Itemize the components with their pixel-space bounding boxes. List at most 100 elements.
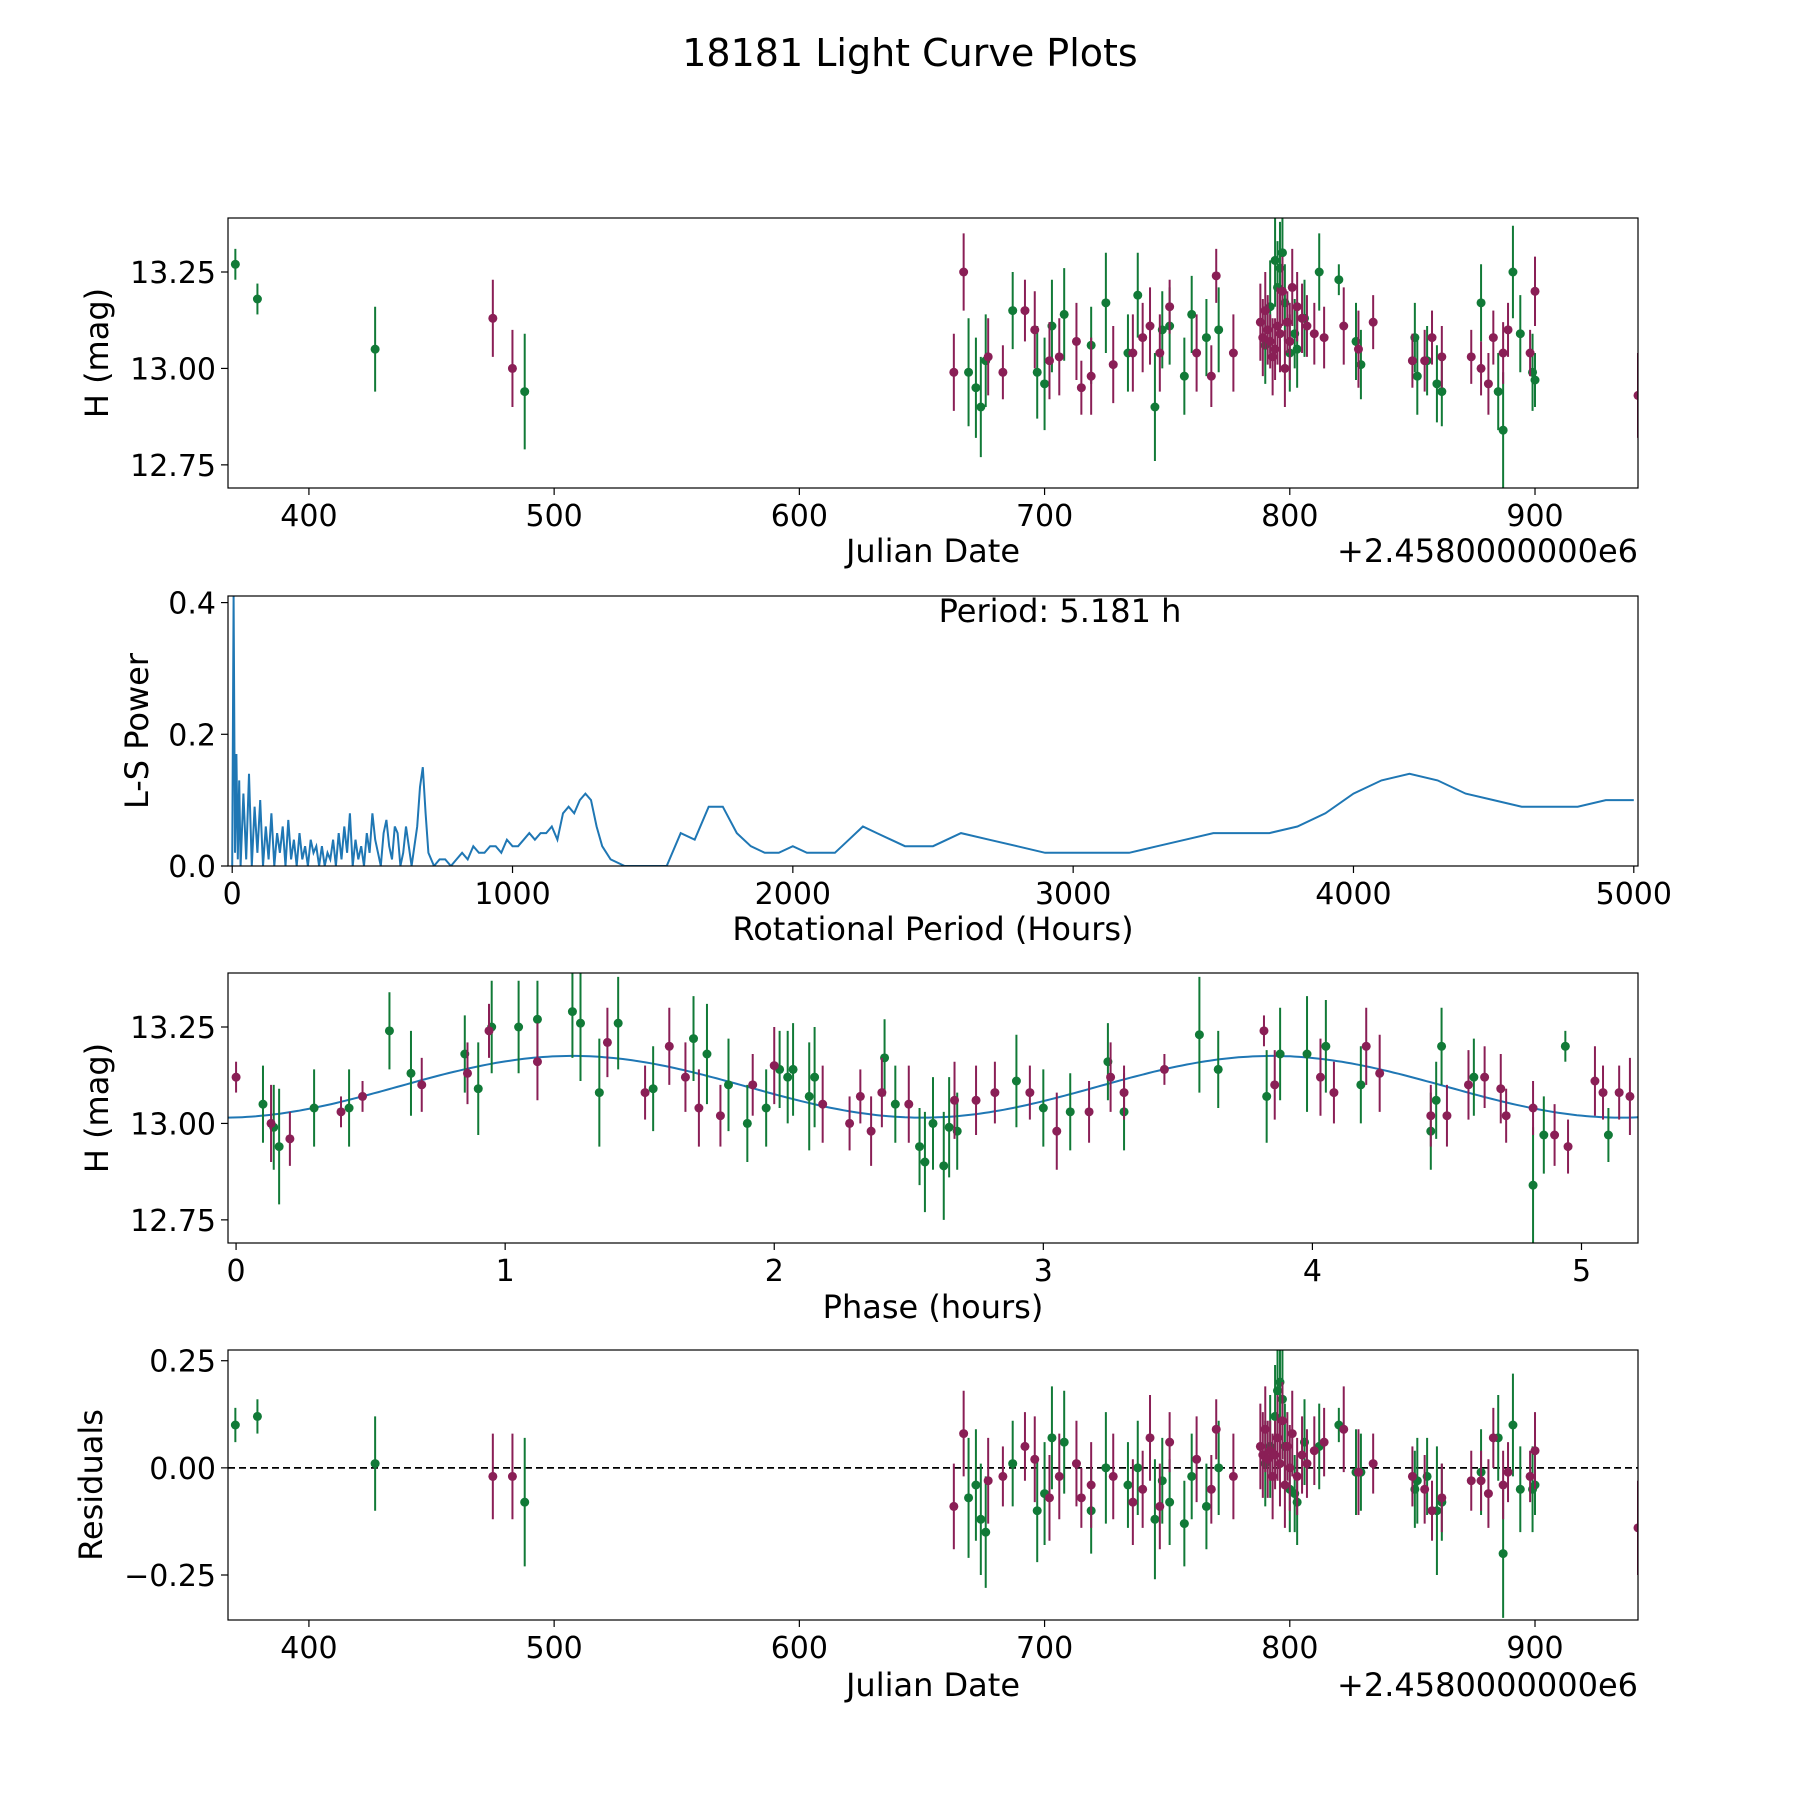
- phase-maroon-point: [680, 1072, 690, 1082]
- residuals-maroon-point: [1020, 1441, 1030, 1451]
- residuals-ticks: 400 500 600 700 800 900 −0.25 0.00 0.25: [124, 1345, 1564, 1666]
- phase-xtick-label: 4: [1303, 1254, 1322, 1289]
- phase-green-point: [613, 1018, 623, 1028]
- phase-ytick-label: 12.75: [130, 1204, 216, 1239]
- phase-green-point: [723, 1080, 733, 1090]
- timeseries-maroon-point: [1145, 321, 1155, 331]
- timeseries-maroon-point: [1437, 352, 1447, 362]
- residuals-maroon-point: [1287, 1429, 1297, 1439]
- residuals-green-point: [252, 1411, 262, 1421]
- residuals-ytick-label: −0.25: [124, 1559, 216, 1594]
- phase-xlabel: Phase (hours): [823, 1288, 1044, 1326]
- phase-axes-frame: [227, 972, 1639, 1244]
- timeseries-ylabel: H (mag): [78, 288, 116, 418]
- timeseries-maroon-point: [959, 267, 969, 277]
- residuals-maroon-point: [983, 1476, 993, 1486]
- phase-green-point: [344, 1103, 354, 1113]
- phase-maroon-point: [1052, 1126, 1062, 1136]
- residuals-green-point: [1101, 1463, 1111, 1473]
- phase-ytick-label: 13.00: [130, 1107, 216, 1142]
- timeseries-green-point: [1530, 375, 1540, 385]
- timeseries-maroon-point: [1275, 329, 1285, 339]
- timeseries-green-point: [1133, 290, 1143, 300]
- timeseries-maroon-point: [1030, 325, 1040, 335]
- residuals-ytick-label: 0.25: [149, 1345, 216, 1380]
- phase-xtick-label: 2: [765, 1254, 784, 1289]
- residuals-green-point: [1515, 1484, 1525, 1494]
- residuals-maroon-point: [1275, 1459, 1285, 1469]
- periodogram-xtick-label: 2000: [755, 877, 831, 912]
- residuals-green-point: [1187, 1471, 1197, 1481]
- residuals-green-point: [1201, 1501, 1211, 1511]
- phase-green-point: [920, 1157, 930, 1167]
- residuals-maroon-point: [1076, 1493, 1086, 1503]
- periodogram-period-annotation: Period: 5.181 h: [939, 592, 1182, 630]
- residuals-green-point: [370, 1459, 380, 1469]
- timeseries-maroon-point: [1192, 348, 1202, 358]
- timeseries-maroon-point: [1138, 333, 1148, 343]
- phase-green-point: [567, 1007, 577, 1017]
- timeseries-maroon-point: [983, 352, 993, 362]
- phase-marks: [228, 973, 1638, 1243]
- phase-green-point: [576, 1018, 585, 1028]
- residuals-maroon-point: [1030, 1454, 1040, 1464]
- timeseries-maroon-point: [1228, 348, 1238, 358]
- phase-green-point: [1469, 1072, 1479, 1082]
- phase-maroon-point: [877, 1088, 887, 1098]
- timeseries-maroon-point: [1420, 356, 1430, 366]
- phase-green-point: [783, 1072, 793, 1082]
- phase-maroon-point: [1598, 1088, 1608, 1098]
- periodogram-xtick-label: 1000: [474, 877, 550, 912]
- phase-green-point: [1356, 1080, 1366, 1090]
- periodogram-marks: [231, 596, 1634, 866]
- residuals-maroon-point: [1165, 1437, 1175, 1447]
- timeseries-green-point: [1187, 309, 1197, 319]
- timeseries-green-point: [1059, 309, 1069, 319]
- phase-green-point: [1302, 1049, 1312, 1059]
- phase-maroon-point: [1084, 1107, 1094, 1117]
- timeseries-green-point: [230, 259, 240, 269]
- residuals-maroon-point: [1420, 1484, 1430, 1494]
- phase-green-point: [1011, 1076, 1021, 1086]
- residuals-maroon-point: [1488, 1433, 1498, 1443]
- periodogram-xtick-label: 4000: [1315, 877, 1391, 912]
- timeseries-green-point: [1179, 371, 1189, 381]
- timeseries-maroon-point: [1108, 360, 1118, 370]
- timeseries-maroon-point: [1287, 282, 1297, 292]
- residuals-maroon-point: [1633, 1523, 1638, 1533]
- timeseries-maroon-point: [1488, 333, 1498, 343]
- timeseries-offset-text: +2.4580000000e6: [1337, 532, 1638, 570]
- residuals-green-point: [1498, 1549, 1508, 1559]
- residuals-xlabel: Julian Date: [844, 1666, 1020, 1704]
- phase-maroon-point: [1259, 1026, 1269, 1036]
- phase-green-point: [1528, 1180, 1538, 1190]
- residuals-maroon-point: [1155, 1501, 1165, 1511]
- phase-maroon-point: [285, 1134, 295, 1144]
- phase-maroon-point: [694, 1103, 704, 1113]
- timeseries-maroon-point: [1076, 383, 1086, 393]
- phase-green-point: [1038, 1103, 1048, 1113]
- periodogram-xtick-label: 5000: [1596, 877, 1672, 912]
- residuals-axes-frame: [227, 1349, 1639, 1621]
- phase-green-point: [1194, 1030, 1204, 1040]
- residuals-maroon-point: [1128, 1497, 1138, 1507]
- phase-green-point: [915, 1142, 925, 1152]
- phase-maroon-point: [1625, 1091, 1635, 1101]
- timeseries-maroon-point: [1285, 336, 1295, 346]
- periodogram-axes-frame: [227, 595, 1639, 867]
- residuals-maroon-point: [1054, 1471, 1064, 1481]
- residuals-marks: [228, 1350, 1638, 1618]
- phase-green-point: [594, 1088, 604, 1098]
- residuals-maroon-point: [1292, 1471, 1302, 1481]
- residuals-ylabel: Residuals: [72, 1409, 110, 1561]
- residuals-maroon-point: [1086, 1480, 1096, 1490]
- timeseries-marks: [230, 218, 1638, 488]
- residuals-maroon-point: [1319, 1437, 1329, 1447]
- timeseries-maroon-point: [1633, 390, 1638, 400]
- residuals-maroon-point: [1302, 1459, 1312, 1469]
- timeseries-axes-frame: [227, 217, 1639, 489]
- timeseries-green-point: [1277, 248, 1287, 258]
- timeseries-green-point: [1412, 371, 1422, 381]
- phase-maroon-point: [971, 1095, 981, 1105]
- phase-xtick-label: 3: [1034, 1254, 1053, 1289]
